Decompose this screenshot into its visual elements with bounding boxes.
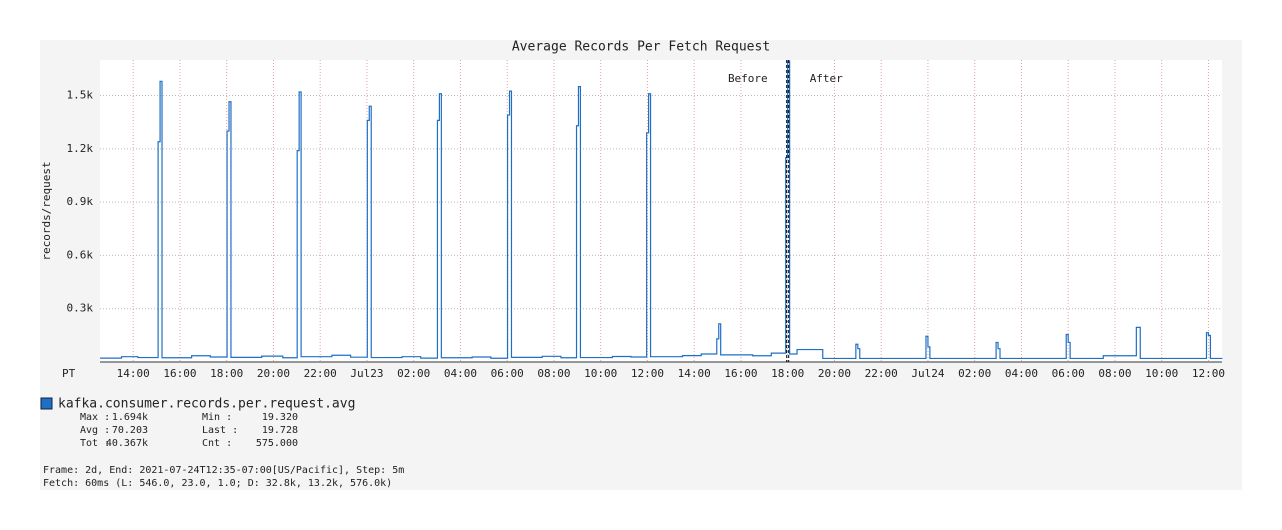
x-tick-label: 22:00 [304,367,337,380]
x-tick-label: 02:00 [958,367,991,380]
legend-stat: 575.000 [256,438,298,449]
x-tick-label: 22:00 [865,367,898,380]
annotation: After [810,72,843,85]
x-tick-label: 04:00 [444,367,477,380]
legend-stat: Min : [202,412,232,423]
x-tick-label: 04:00 [1005,367,1038,380]
x-tick-label: 14:00 [117,367,150,380]
series-line [100,60,1223,360]
x-tick-label: Jul24 [911,367,944,380]
legend-stat: Last : [202,425,238,436]
y-tick-label: 1.5k [67,89,94,102]
x-tick-label: 06:00 [491,367,524,380]
x-tick-label: 16:00 [163,367,196,380]
footer-text: Fetch: 60ms (L: 546.0, 23.0, 1.0; D: 32.… [43,478,392,489]
y-tick-label: 0.3k [67,302,94,315]
footer-text: Frame: 2d, End: 2021-07-24T12:35-07:00[U… [43,465,404,476]
y-tick-label: 0.6k [67,248,94,261]
x-tick-label: 12:00 [1192,367,1225,380]
x-tick-label: 08:00 [1098,367,1131,380]
legend-stat: Tot : [80,438,110,449]
x-tick-label: 20:00 [257,367,290,380]
x-tick-label: 12:00 [631,367,664,380]
y-tick-label: 0.9k [67,195,94,208]
x-tick-label: 10:00 [1145,367,1178,380]
legend-stat: 1.694k [112,412,148,423]
x-tick-label: 02:00 [397,367,430,380]
legend-swatch [40,397,53,410]
x-tick-label: 18:00 [210,367,243,380]
x-tick-label: 20:00 [818,367,851,380]
y-tick-label: 1.2k [67,142,94,155]
legend-stat: Max : [80,412,110,423]
x-tick-label: 16:00 [724,367,757,380]
legend-label: kafka.consumer.records.per.request.avg [58,397,355,412]
y-axis-label: records/request [40,161,53,260]
chart-title: Average Records Per Fetch Request [512,40,770,55]
timezone-label: PT [62,367,76,380]
plot-area [100,60,1222,362]
x-tick-label: 06:00 [1052,367,1085,380]
legend-stat: 70.203 [112,425,148,436]
legend-stat: 19.728 [262,425,298,436]
x-tick-label: 10:00 [584,367,617,380]
legend-stat: Avg : [80,425,110,436]
annotation: Before [728,72,768,85]
x-tick-label: 18:00 [771,367,804,380]
x-tick-label: Jul23 [350,367,383,380]
legend-stat: 19.320 [262,412,298,423]
x-tick-label: 14:00 [678,367,711,380]
legend-stat: 40.367k [106,438,148,449]
x-tick-label: 08:00 [537,367,570,380]
legend-stat: Cnt : [202,438,232,449]
